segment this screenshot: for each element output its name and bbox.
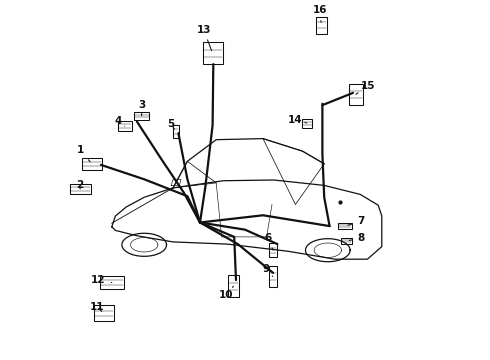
Text: 15: 15 <box>356 81 375 94</box>
Text: 1: 1 <box>76 145 90 162</box>
Text: 11: 11 <box>90 302 104 312</box>
Text: 7: 7 <box>348 216 365 226</box>
Text: 9: 9 <box>262 264 273 276</box>
Text: 2: 2 <box>76 180 84 190</box>
Text: 12: 12 <box>91 275 112 285</box>
Text: 16: 16 <box>313 5 327 22</box>
Text: 3: 3 <box>138 100 146 116</box>
Text: 6: 6 <box>264 233 273 250</box>
Text: 8: 8 <box>349 233 365 243</box>
Text: 13: 13 <box>196 24 212 51</box>
Text: 4: 4 <box>115 116 125 126</box>
Text: 14: 14 <box>287 114 307 125</box>
Text: 5: 5 <box>168 119 175 129</box>
Text: 10: 10 <box>219 286 233 300</box>
